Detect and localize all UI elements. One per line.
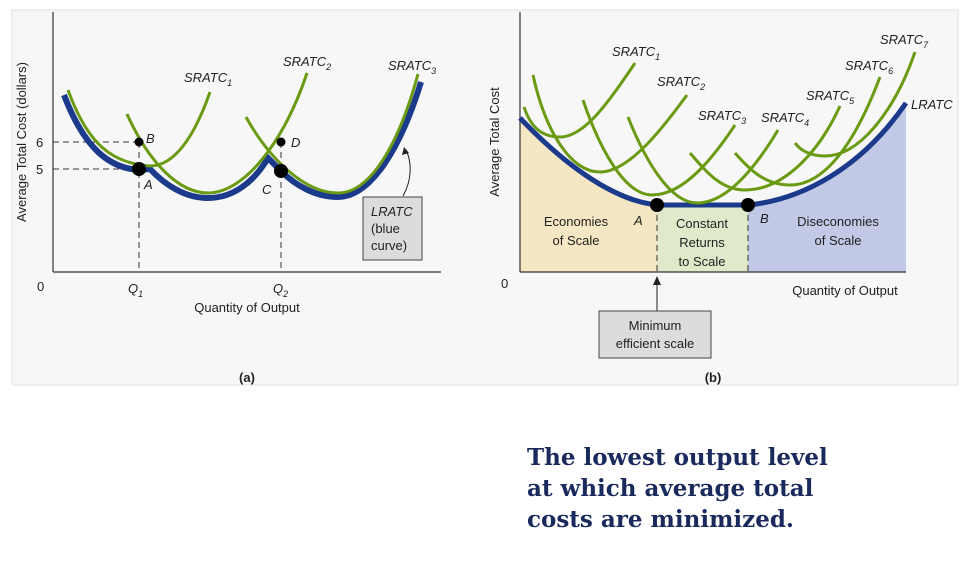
sratc-4-label: SRATC4: [761, 110, 809, 128]
mes-line-2: efficient scale: [616, 336, 695, 351]
arrow-head: [402, 147, 409, 155]
economies-region: [520, 118, 657, 272]
label-a: A: [633, 213, 643, 228]
y-tick-6: 6: [36, 135, 43, 150]
sratc-2-label: SRATC2: [657, 74, 705, 92]
panel-b-caption: (b): [705, 370, 722, 385]
label-b: B: [146, 131, 155, 146]
sratc-6-label: SRATC6: [845, 58, 893, 76]
caption-line-3: costs are minimized.: [527, 506, 794, 533]
panel-a-caption: (a): [239, 370, 255, 385]
lratc-box-line-2: (blue: [371, 221, 400, 236]
mes-box: [598, 310, 712, 359]
label-b: B: [760, 211, 769, 226]
lratc-box-line-1: LRATC: [371, 204, 413, 219]
economies-line-1: Economies: [544, 214, 609, 229]
sratc-5-label: SRATC5: [806, 88, 855, 106]
caption-line-1: The lowest output level: [527, 444, 828, 471]
lratc-box-line-3: curve): [371, 238, 407, 253]
sratc-7-label: SRATC7: [880, 32, 929, 50]
sratc-5-curve: [688, 105, 842, 192]
point-c: [274, 164, 288, 178]
constant-line-3: to Scale: [679, 254, 726, 269]
constant-line-1: Constant: [676, 216, 728, 231]
panel-a: B A D C 6 5 0 Q1 Q2 Quantity of Output A…: [14, 12, 441, 385]
arrow-head: [653, 276, 661, 285]
y-axis-label: Average Total Cost: [487, 87, 502, 197]
point-b: [134, 137, 144, 147]
sratc-3-curve: [244, 73, 420, 195]
constant-line-2: Returns: [679, 235, 725, 250]
y-axis-label: Average Total Cost (dollars): [14, 62, 29, 222]
panel-b: A B SRATC1 SRATC2 SRATC3 SRATC4 SRATC5 S…: [487, 12, 953, 385]
sratc-2-label: SRATC2: [283, 54, 331, 72]
lratc-label: LRATC: [911, 97, 953, 112]
point-d: [276, 137, 286, 147]
lratc-curve: [61, 81, 424, 202]
constant-returns-region: [657, 205, 748, 272]
sratc-3-curve: [581, 99, 737, 197]
point-a: [650, 198, 664, 212]
sratc-1-curve: [522, 62, 637, 139]
sratc-6-curve: [733, 76, 882, 187]
origin-label: 0: [501, 276, 508, 291]
label-c: C: [262, 182, 272, 197]
label-d: D: [291, 135, 300, 150]
sratc-1-label: SRATC1: [184, 70, 232, 88]
x-axis-label: Quantity of Output: [792, 283, 898, 298]
y-tick-5: 5: [36, 162, 43, 177]
sratc-2-curve: [125, 72, 309, 195]
definition-caption: The lowest output level at which average…: [527, 442, 828, 535]
diseconomies-line-2: of Scale: [815, 233, 862, 248]
economies-line-2: of Scale: [553, 233, 600, 248]
sratc-3-label: SRATC3: [698, 108, 746, 126]
x-axis-label: Quantity of Output: [194, 300, 300, 315]
point-a: [132, 162, 146, 176]
sratc-4-curve: [626, 116, 780, 205]
sratc-3-label: SRATC3: [388, 58, 436, 76]
sratc-1-curve: [66, 89, 212, 168]
x-tick-q1: Q1: [128, 281, 143, 299]
caption-line-2: at which average total: [527, 475, 814, 502]
sratc-7-curve: [793, 51, 917, 158]
x-tick-q2: Q2: [273, 281, 288, 299]
origin-label: 0: [37, 279, 44, 294]
lratc-box: [362, 196, 423, 261]
diseconomies-region: [748, 103, 906, 272]
point-b: [741, 198, 755, 212]
sratc-1-label: SRATC1: [612, 44, 660, 62]
mes-line-1: Minimum: [629, 318, 682, 333]
label-a: A: [143, 177, 153, 192]
sratc-2-curve: [531, 74, 689, 174]
diseconomies-line-1: Diseconomies: [797, 214, 879, 229]
